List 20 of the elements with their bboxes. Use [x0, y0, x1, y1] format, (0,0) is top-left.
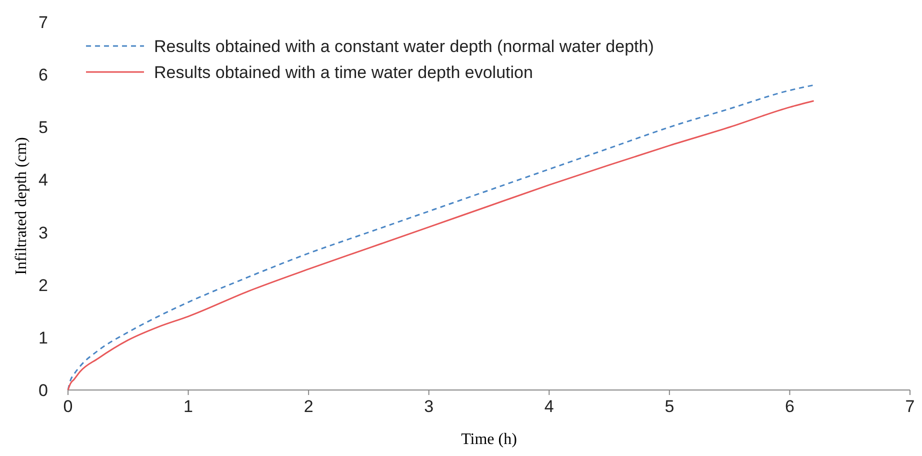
x-tick-label: 7 [905, 397, 915, 416]
y-tick-label: 7 [38, 13, 48, 32]
y-tick-label: 1 [38, 328, 48, 348]
x-tick-label: 4 [544, 397, 554, 416]
y-axis-title: Infiltrated depth (cm) [13, 137, 30, 275]
legend-label: Results obtained with a constant water depth (normal water depth) [154, 37, 654, 56]
y-tick-label: 0 [38, 381, 48, 400]
x-tick-label: 0 [63, 397, 73, 416]
x-tick-label: 2 [304, 397, 314, 416]
y-tick-label: 5 [38, 118, 48, 138]
y-tick-label: 2 [38, 276, 48, 295]
x-tick-label: 6 [784, 397, 794, 416]
y-tick-label: 4 [38, 170, 48, 190]
legend-label: Results obtained with a time water depth evolution [154, 63, 533, 82]
x-axis-title: Time (h) [461, 431, 517, 448]
x-tick-label: 3 [424, 397, 434, 416]
y-tick-label: 6 [38, 66, 48, 85]
x-tick-label: 5 [664, 397, 674, 416]
y-tick-label: 3 [38, 223, 48, 242]
x-tick-label: 1 [184, 397, 194, 416]
